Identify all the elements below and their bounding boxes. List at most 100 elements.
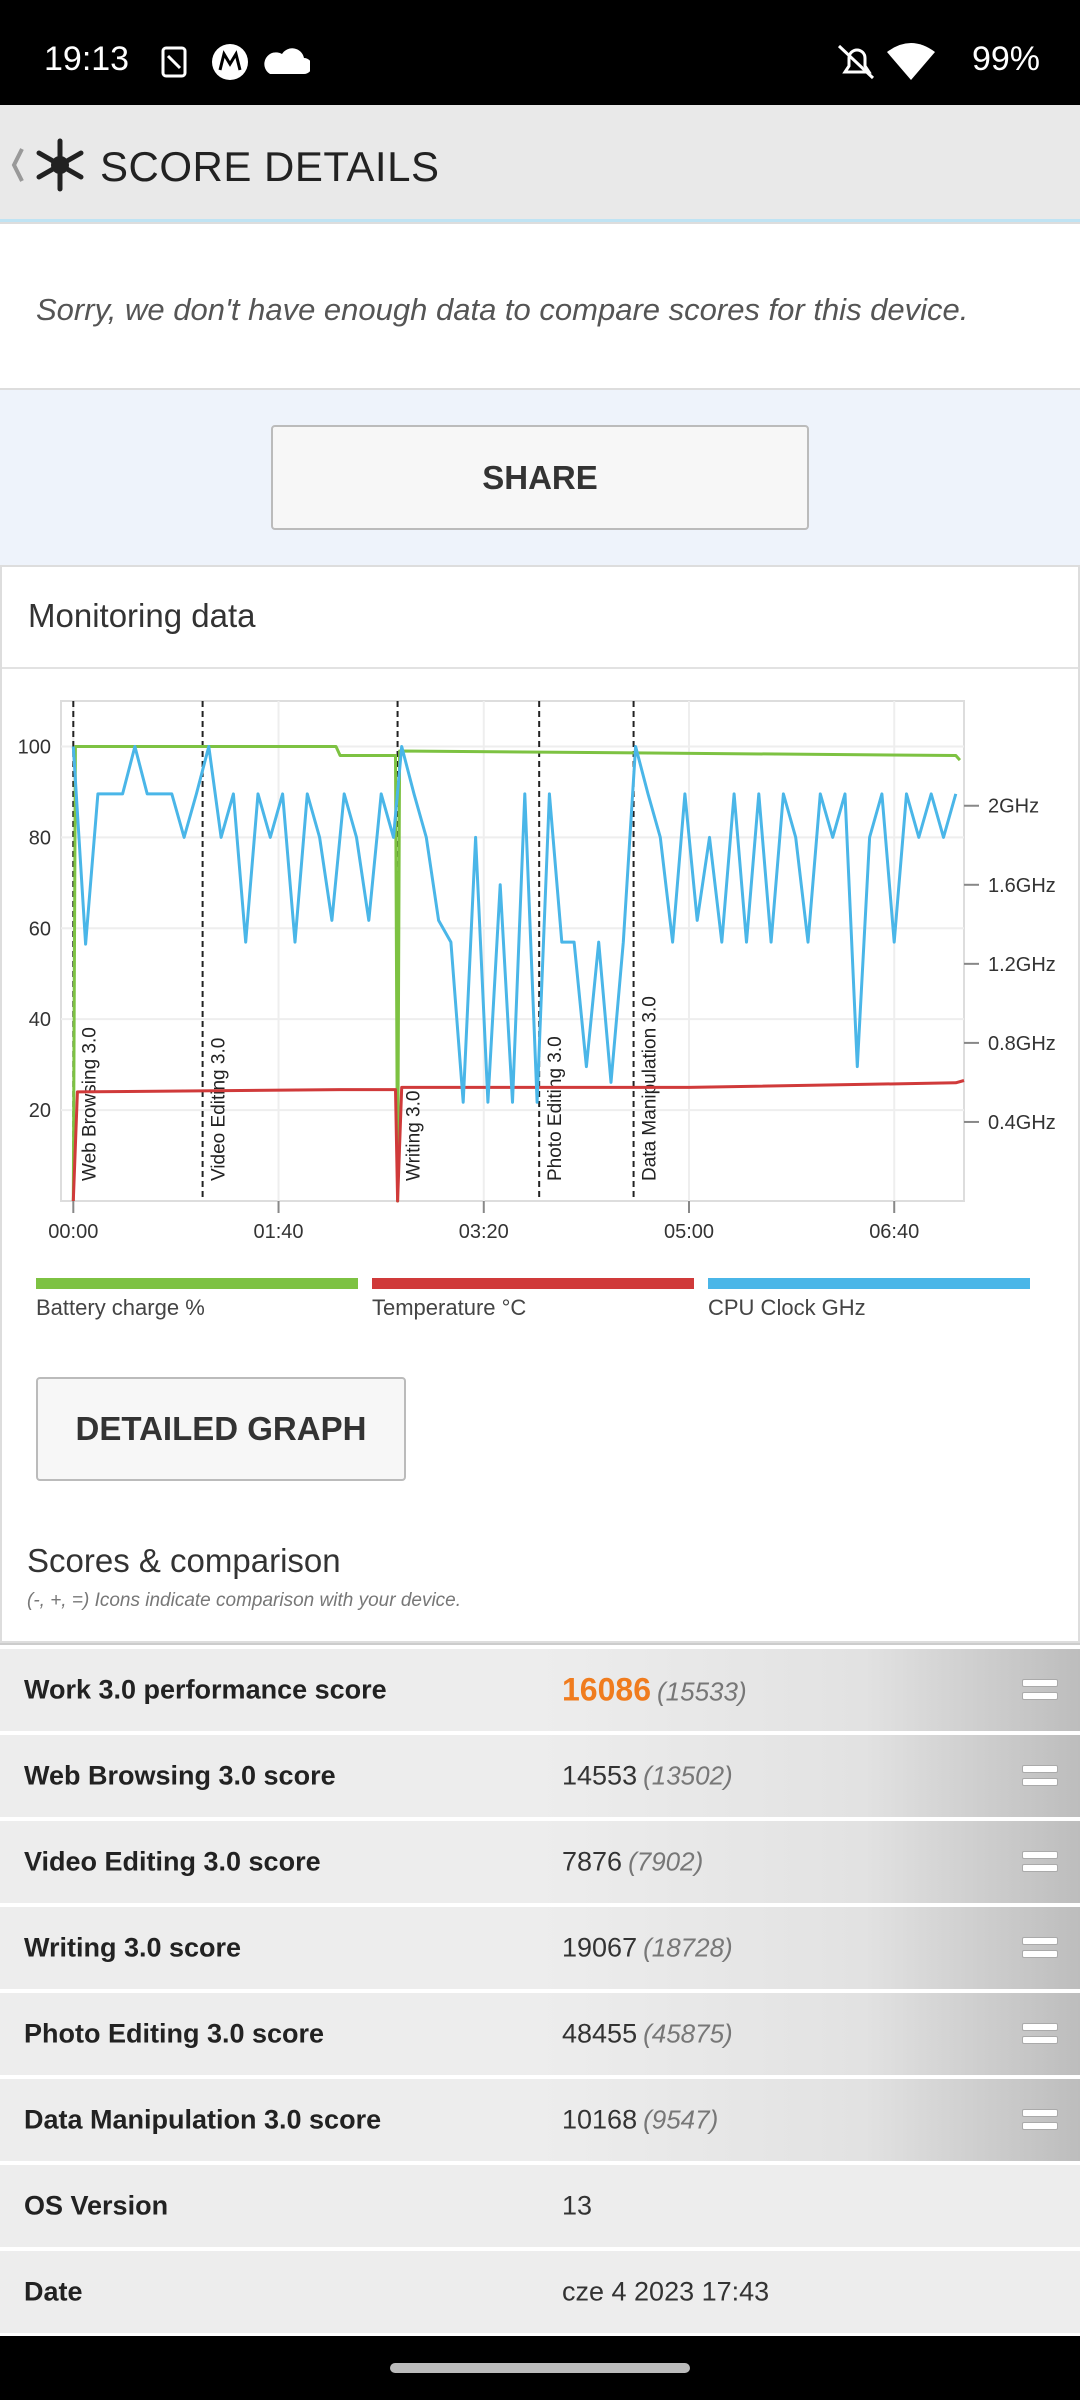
- bar: [1022, 1679, 1058, 1687]
- score: 19067 (18728): [562, 1933, 733, 1964]
- y2-tick-label: 2GHz: [988, 796, 1039, 818]
- section-title: Monitoring data: [28, 597, 256, 634]
- series-line: [71, 1079, 965, 1203]
- equal-icon: [1022, 1937, 1058, 1959]
- score-row: Video Editing 3.0 score 7876 (7902): [0, 1821, 1080, 1903]
- phase-label: Writing 3.0: [404, 1091, 425, 1181]
- score-value: 14553: [562, 1760, 638, 1791]
- clock: 19:13: [44, 40, 130, 78]
- score-row: Data Manipulation 3.0 score 10168 (9547): [0, 2079, 1080, 2161]
- reference-score: (18728): [643, 1932, 733, 1963]
- score-row: Work 3.0 performance score 16086 (15533): [0, 1649, 1080, 1731]
- bar: [1022, 1851, 1058, 1859]
- score-row: Writing 3.0 score 19067 (18728): [0, 1907, 1080, 1989]
- y-tick-label: 100: [18, 736, 51, 758]
- separator: [2, 667, 1078, 669]
- score-value: 48455: [562, 2018, 638, 2049]
- y-tick-label: 20: [29, 1100, 51, 1122]
- legend-swatch: [372, 1278, 694, 1289]
- score-value: 10168: [562, 2104, 638, 2135]
- bar: [1022, 1765, 1058, 1773]
- bar: [1022, 2023, 1058, 2031]
- bar: [1022, 1864, 1058, 1872]
- bar: [1022, 1950, 1058, 1958]
- score: 16086 (15533): [562, 1672, 747, 1709]
- bar: [1022, 2109, 1058, 2117]
- phase-label: Web Browsing 3.0: [79, 1027, 100, 1181]
- score-value: cze 4 2023 17:43: [562, 2276, 770, 2307]
- series-line: [71, 745, 958, 1104]
- monitoring-chart: 20 40 60 80 100 00:00 01:40 03:20 05:00 06:40 0.4G…: [18, 700, 1056, 1320]
- row-value: 10168 (9547): [540, 2079, 1080, 2161]
- section-subtitle: (-, +, =) Icons indicate comparison with…: [27, 1590, 462, 1611]
- equal-icon: [1022, 1765, 1058, 1787]
- share-area: SHARE: [0, 390, 1080, 565]
- reference-score: (45875): [643, 2018, 733, 2049]
- x-tick-label: 06:40: [869, 1221, 919, 1243]
- score-row: OS Version 13: [0, 2165, 1080, 2247]
- status-bar: 19:13 99%: [0, 0, 1080, 105]
- phase-label: Photo Editing 3.0: [545, 1036, 566, 1181]
- legend-swatch: [708, 1278, 1030, 1289]
- y2-tick-label: 1.2GHz: [988, 954, 1056, 976]
- bar: [1022, 1692, 1058, 1700]
- series-line: [71, 745, 962, 1203]
- row-value: 16086 (15533): [540, 1649, 1080, 1731]
- x-tick-label: 03:20: [459, 1221, 509, 1243]
- legend-label: Temperature °C: [372, 1295, 526, 1320]
- x-tick-label: 00:00: [48, 1221, 98, 1243]
- y2-tick-label: 0.8GHz: [988, 1033, 1056, 1055]
- score: cze 4 2023 17:43: [562, 2277, 769, 2308]
- screen-title: SCORE DETAILS: [100, 143, 440, 190]
- y-tick-label: 40: [29, 1009, 51, 1031]
- reference-score: (9547): [643, 2104, 719, 2135]
- equal-icon: [1022, 2109, 1058, 2131]
- score: 13: [562, 2191, 592, 2222]
- status-icons: [161, 44, 310, 80]
- back-icon[interactable]: [8, 135, 92, 195]
- row-value: cze 4 2023 17:43: [540, 2251, 1080, 2333]
- row-label: Writing 3.0 score: [24, 1932, 242, 1963]
- bar: [1022, 2036, 1058, 2044]
- score: 48455 (45875): [562, 2019, 733, 2050]
- row-label: OS Version: [24, 2190, 169, 2221]
- home-pill[interactable]: [390, 2363, 690, 2373]
- separator: [0, 1643, 1080, 1645]
- bar: [1022, 1778, 1058, 1786]
- y2-tick-label: 0.4GHz: [988, 1112, 1056, 1134]
- row-value: 14553 (13502): [540, 1735, 1080, 1817]
- bar: [1022, 1937, 1058, 1945]
- row-label: Video Editing 3.0 score: [24, 1846, 321, 1877]
- x-tick-label: 05:00: [664, 1221, 714, 1243]
- legend-label: Battery charge %: [36, 1295, 205, 1320]
- y-tick-label: 80: [29, 827, 51, 849]
- phase-label: Video Editing 3.0: [209, 1038, 230, 1181]
- score-value: 19067: [562, 1932, 638, 1963]
- score-row: Web Browsing 3.0 score 14553 (13502): [0, 1735, 1080, 1817]
- score: 10168 (9547): [562, 2105, 718, 2136]
- share-button[interactable]: SHARE: [271, 425, 809, 530]
- legend-label: CPU Clock GHz: [708, 1295, 866, 1320]
- detailed-graph-button[interactable]: DETAILED GRAPH: [36, 1377, 406, 1481]
- row-label: Photo Editing 3.0 score: [24, 2018, 325, 2049]
- plot-area: [60, 700, 965, 1202]
- score-row: Date cze 4 2023 17:43: [0, 2251, 1080, 2333]
- app-header: SCORE DETAILS: [0, 105, 1080, 222]
- row-label: Work 3.0 performance score: [24, 1674, 387, 1705]
- equal-icon: [1022, 1679, 1058, 1701]
- y-tick-label: 60: [29, 918, 51, 940]
- status-icons-right: [837, 43, 935, 80]
- reference-score: (13502): [643, 1760, 733, 1791]
- score-value: 16086: [562, 1671, 651, 1708]
- score: 14553 (13502): [562, 1761, 733, 1792]
- row-value: 48455 (45875): [540, 1993, 1080, 2075]
- score: 7876 (7902): [562, 1847, 703, 1878]
- score-value: 7876: [562, 1846, 623, 1877]
- row-value: 7876 (7902): [540, 1821, 1080, 1903]
- notice-text: Sorry, we don't have enough data to comp…: [36, 292, 969, 327]
- row-value: 13: [540, 2165, 1080, 2247]
- reference-score: (7902): [628, 1846, 704, 1877]
- nav-bar: [0, 2336, 1080, 2400]
- equal-icon: [1022, 2023, 1058, 2045]
